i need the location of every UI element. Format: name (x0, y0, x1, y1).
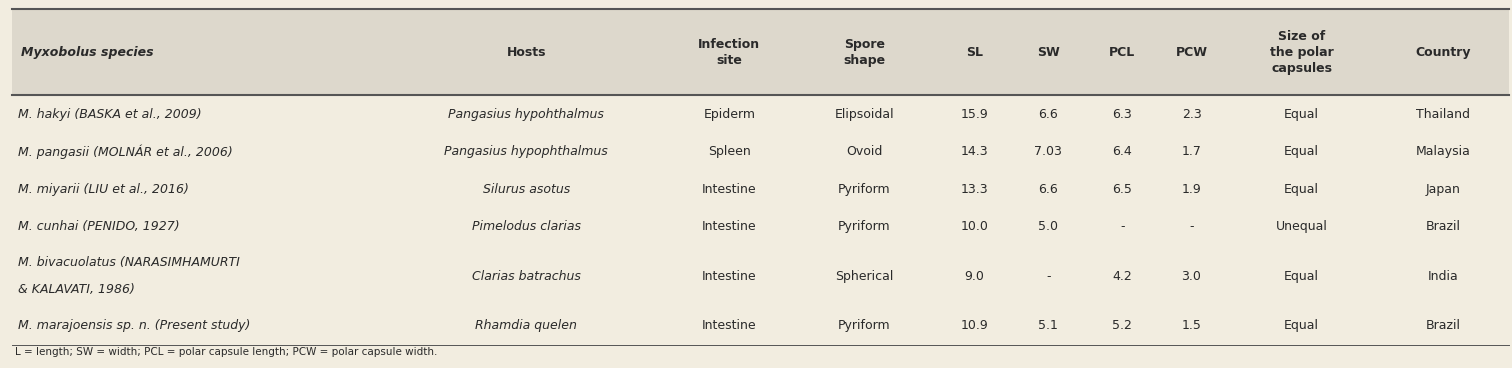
Text: M. marajoensis sp. n. (Present study): M. marajoensis sp. n. (Present study) (18, 319, 251, 332)
Text: Pyriform: Pyriform (838, 183, 891, 195)
Text: 10.0: 10.0 (960, 220, 989, 233)
Text: -: - (1046, 270, 1051, 283)
Text: India: India (1427, 270, 1459, 283)
FancyBboxPatch shape (12, 9, 1509, 95)
Text: Malaysia: Malaysia (1415, 145, 1471, 158)
Text: 6.4: 6.4 (1113, 145, 1132, 158)
Text: 1.7: 1.7 (1181, 145, 1202, 158)
Text: 5.1: 5.1 (1039, 319, 1058, 332)
Text: Clarias batrachus: Clarias batrachus (472, 270, 581, 283)
Text: PCL: PCL (1110, 46, 1136, 59)
Text: 10.9: 10.9 (960, 319, 989, 332)
Text: Ovoid: Ovoid (847, 145, 883, 158)
Text: 6.6: 6.6 (1039, 107, 1058, 121)
Text: Brazil: Brazil (1426, 319, 1461, 332)
Text: M. bivacuolatus (NARASIMHAMURTI: M. bivacuolatus (NARASIMHAMURTI (18, 256, 240, 269)
Text: Equal: Equal (1284, 145, 1318, 158)
Text: & KALAVATI, 1986): & KALAVATI, 1986) (18, 283, 135, 296)
Text: Equal: Equal (1284, 319, 1318, 332)
Text: Pyriform: Pyriform (838, 319, 891, 332)
Text: Spore
shape: Spore shape (844, 38, 885, 67)
Text: Silurus asotus: Silurus asotus (482, 183, 570, 195)
Text: 15.9: 15.9 (960, 107, 989, 121)
Text: Unequal: Unequal (1276, 220, 1328, 233)
Text: 7.03: 7.03 (1034, 145, 1063, 158)
Text: PCW: PCW (1175, 46, 1208, 59)
Text: 13.3: 13.3 (960, 183, 989, 195)
Text: 14.3: 14.3 (960, 145, 989, 158)
Text: Myxobolus species: Myxobolus species (21, 46, 154, 59)
Text: 4.2: 4.2 (1113, 270, 1132, 283)
Text: Rhamdia quelen: Rhamdia quelen (475, 319, 578, 332)
Text: 3.0: 3.0 (1181, 270, 1202, 283)
Text: Japan: Japan (1426, 183, 1461, 195)
Text: Elipsoidal: Elipsoidal (835, 107, 894, 121)
Text: 5.2: 5.2 (1113, 319, 1132, 332)
Text: 1.9: 1.9 (1182, 183, 1202, 195)
Text: Spherical: Spherical (835, 270, 894, 283)
Text: -: - (1120, 220, 1125, 233)
Text: 6.3: 6.3 (1113, 107, 1132, 121)
Text: M. miyarii (LIU et al., 2016): M. miyarii (LIU et al., 2016) (18, 183, 189, 195)
Text: Pyriform: Pyriform (838, 220, 891, 233)
Text: M. pangasii (MOLNÁR et al., 2006): M. pangasii (MOLNÁR et al., 2006) (18, 144, 233, 159)
Text: Equal: Equal (1284, 270, 1318, 283)
Text: 9.0: 9.0 (965, 270, 984, 283)
Text: Pangasius hypohthalmus: Pangasius hypohthalmus (448, 107, 605, 121)
Text: L = length; SW = width; PCL = polar capsule length; PCW = polar capsule width.: L = length; SW = width; PCL = polar caps… (15, 347, 437, 357)
Text: Equal: Equal (1284, 107, 1318, 121)
Text: Pimelodus clarias: Pimelodus clarias (472, 220, 581, 233)
Text: Infection
site: Infection site (699, 38, 761, 67)
Text: 2.3: 2.3 (1182, 107, 1202, 121)
Text: Intestine: Intestine (702, 270, 756, 283)
Text: M. cunhai (PENIDO, 1927): M. cunhai (PENIDO, 1927) (18, 220, 180, 233)
Text: SL: SL (966, 46, 983, 59)
Text: Spleen: Spleen (708, 145, 750, 158)
Text: 6.5: 6.5 (1113, 183, 1132, 195)
Text: Country: Country (1415, 46, 1471, 59)
Text: Thailand: Thailand (1417, 107, 1470, 121)
Text: SW: SW (1037, 46, 1060, 59)
Text: 1.5: 1.5 (1181, 319, 1202, 332)
Text: 6.6: 6.6 (1039, 183, 1058, 195)
Text: Brazil: Brazil (1426, 220, 1461, 233)
Text: -: - (1190, 220, 1194, 233)
Text: Size of
the polar
capsules: Size of the polar capsules (1270, 30, 1334, 75)
Text: Epiderm: Epiderm (703, 107, 756, 121)
Text: 5.0: 5.0 (1039, 220, 1058, 233)
Text: Intestine: Intestine (702, 319, 756, 332)
Text: M. hakyi (BASKA et al., 2009): M. hakyi (BASKA et al., 2009) (18, 107, 201, 121)
Text: Intestine: Intestine (702, 183, 756, 195)
Text: Hosts: Hosts (507, 46, 546, 59)
Text: Pangasius hypophthalmus: Pangasius hypophthalmus (445, 145, 608, 158)
Text: Intestine: Intestine (702, 220, 756, 233)
Text: Equal: Equal (1284, 183, 1318, 195)
